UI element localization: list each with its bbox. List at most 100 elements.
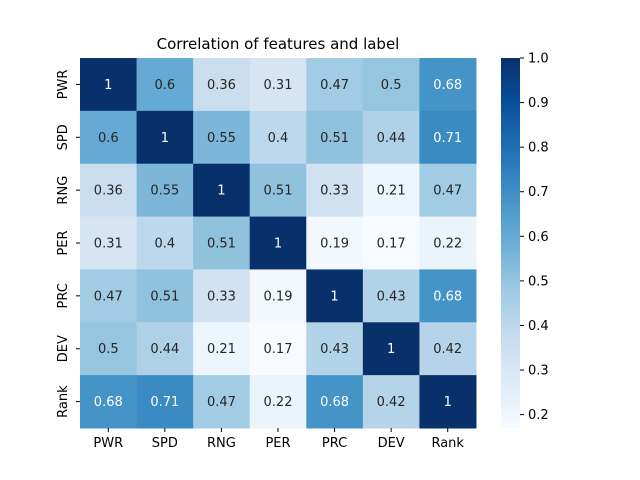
colorbar-tick-label: 0.9 bbox=[528, 96, 549, 111]
x-tick-label: SPD bbox=[152, 436, 178, 451]
heatmap-cell bbox=[249, 216, 307, 270]
heatmap-cell bbox=[419, 163, 477, 218]
x-tick-label: DEV bbox=[378, 436, 405, 451]
cell-value-label: 0.47 bbox=[94, 289, 123, 304]
cell-value-label: 0.68 bbox=[433, 289, 462, 304]
heatmap-cell bbox=[249, 375, 307, 429]
heatmap-cell bbox=[419, 322, 477, 376]
colorbar: 0.2 0.3 0.4 0.5 0.6 0.7 0.8 0.9 1.0 bbox=[501, 52, 549, 428]
cell-value-label: 0.55 bbox=[207, 131, 236, 146]
cell-value-label: 0.51 bbox=[320, 131, 349, 146]
heatmap-cell bbox=[362, 375, 420, 429]
x-axis-ticks: PWR SPD RNG PER PRC DEV Rank bbox=[93, 428, 464, 451]
colorbar-tick-label: 0.8 bbox=[528, 141, 549, 156]
heatmap-cell bbox=[80, 269, 138, 323]
cell-value-label: 0.21 bbox=[207, 342, 236, 357]
cell-value-label: 0.22 bbox=[433, 237, 462, 252]
cell-value-label: 0.42 bbox=[377, 395, 406, 410]
colorbar-tick-label: 0.7 bbox=[528, 185, 549, 200]
heatmap-cell bbox=[136, 375, 194, 429]
heatmap-cell bbox=[193, 269, 251, 323]
cell-value-label: 0.47 bbox=[320, 78, 349, 93]
cell-value-label: 0.36 bbox=[94, 184, 123, 199]
heatmap-cell bbox=[419, 58, 477, 112]
cell-value-label: 0.47 bbox=[207, 395, 236, 410]
cell-value-label: 0.51 bbox=[150, 289, 179, 304]
cell-value-label: 0.4 bbox=[155, 237, 176, 252]
y-axis-ticks: PWR SPD RNG PER PRC DEV Rank bbox=[56, 70, 80, 418]
cell-value-label: 1 bbox=[217, 184, 225, 199]
cell-value-label: 0.19 bbox=[264, 289, 293, 304]
cell-value-label: 0.44 bbox=[150, 342, 179, 357]
cell-value-label: 0.33 bbox=[320, 184, 349, 199]
heatmap-cell bbox=[193, 58, 251, 112]
y-tick-label: Rank bbox=[56, 385, 71, 418]
heatmap-cell bbox=[249, 322, 307, 376]
cell-value-label: 0.42 bbox=[433, 342, 462, 357]
cell-value-label: 0.68 bbox=[433, 78, 462, 93]
heatmap-cell bbox=[362, 269, 420, 323]
heatmap-cell bbox=[249, 163, 307, 218]
y-tick-label: RNG bbox=[56, 176, 71, 205]
heatmap-cell bbox=[362, 322, 420, 376]
heatmap-cell bbox=[80, 58, 138, 112]
y-tick-label: DEV bbox=[56, 335, 71, 362]
cell-value-label: 0.21 bbox=[377, 184, 406, 199]
cell-value-label: 0.5 bbox=[381, 78, 402, 93]
cell-value-label: 1 bbox=[161, 131, 169, 146]
cell-value-label: 0.17 bbox=[377, 237, 406, 252]
heatmap-cell bbox=[306, 269, 364, 323]
heatmap-cell bbox=[249, 110, 307, 165]
y-tick-label: PWR bbox=[56, 70, 71, 100]
colorbar-tick-label: 0.2 bbox=[528, 408, 549, 423]
y-tick-label: PER bbox=[56, 230, 71, 255]
x-tick-label: PER bbox=[265, 436, 290, 451]
cell-value-label: 0.43 bbox=[377, 289, 406, 304]
heatmap-cell bbox=[136, 216, 194, 270]
heatmap-cell bbox=[193, 163, 251, 218]
cell-value-label: 0.4 bbox=[268, 131, 289, 146]
heatmap-cell bbox=[306, 216, 364, 270]
heatmap-cell bbox=[306, 58, 364, 112]
heatmap-cell bbox=[362, 110, 420, 165]
heatmap-cell bbox=[80, 322, 138, 376]
cell-value-label: 1 bbox=[330, 289, 338, 304]
cell-value-label: 1 bbox=[104, 78, 112, 93]
heatmap-cell bbox=[80, 110, 138, 165]
cell-value-label: 0.51 bbox=[264, 184, 293, 199]
cell-value-label: 0.5 bbox=[98, 342, 119, 357]
heatmap-cell bbox=[362, 58, 420, 112]
heatmap-cell bbox=[362, 216, 420, 270]
colorbar-tick-label: 0.3 bbox=[528, 364, 549, 379]
cell-value-label: 1 bbox=[274, 237, 282, 252]
heatmap-cell bbox=[136, 110, 194, 165]
cell-value-label: 0.43 bbox=[320, 342, 349, 357]
heatmap-cell bbox=[306, 163, 364, 218]
heatmap-cell bbox=[362, 163, 420, 218]
heatmap-cell bbox=[419, 216, 477, 270]
chart-title: Correlation of features and label bbox=[157, 35, 400, 53]
heatmap-cell bbox=[419, 269, 477, 323]
cell-value-label: 0.22 bbox=[264, 395, 293, 410]
heatmap-cell bbox=[306, 110, 364, 165]
heatmap-cell bbox=[249, 269, 307, 323]
heatmap-cell bbox=[306, 375, 364, 429]
cell-value-label: 1 bbox=[387, 342, 395, 357]
x-tick-label: PRC bbox=[322, 436, 347, 451]
heatmap-cell bbox=[136, 322, 194, 376]
colorbar-gradient bbox=[501, 58, 520, 428]
heatmap-cell bbox=[306, 322, 364, 376]
cell-value-label: 0.51 bbox=[207, 237, 236, 252]
colorbar-tick-label: 0.6 bbox=[528, 230, 549, 245]
cell-value-label: 0.55 bbox=[150, 184, 179, 199]
heatmap-cell bbox=[419, 375, 477, 429]
cell-value-label: 0.6 bbox=[98, 131, 119, 146]
cell-value-label: 0.6 bbox=[155, 78, 176, 93]
heatmap-cell bbox=[80, 163, 138, 218]
y-tick-label: PRC bbox=[56, 283, 71, 308]
heatmap-cell bbox=[136, 269, 194, 323]
x-tick-label: Rank bbox=[431, 436, 464, 451]
heatmap-cell bbox=[193, 375, 251, 429]
y-tick-label: SPD bbox=[56, 124, 71, 150]
